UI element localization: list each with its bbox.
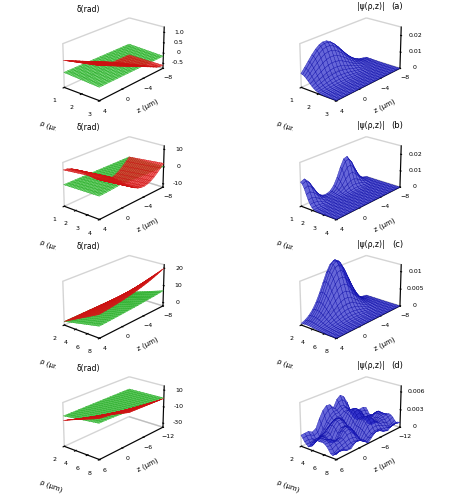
- Text: δ(rad): δ(rad): [76, 123, 100, 133]
- Y-axis label: z (μm): z (μm): [137, 98, 159, 114]
- Text: |ψ(ρ,z)|: |ψ(ρ,z)|: [356, 361, 384, 370]
- Text: (c): (c): [392, 240, 403, 249]
- X-axis label: ρ (μm): ρ (μm): [276, 479, 300, 494]
- X-axis label: ρ (μm): ρ (μm): [39, 358, 63, 372]
- Text: |ψ(ρ,z)|: |ψ(ρ,z)|: [356, 240, 384, 249]
- X-axis label: ρ (μm): ρ (μm): [39, 479, 63, 494]
- X-axis label: ρ (μm): ρ (μm): [39, 120, 63, 135]
- Text: (b): (b): [391, 121, 403, 130]
- Text: δ(rad): δ(rad): [76, 242, 100, 251]
- Y-axis label: z (μm): z (μm): [374, 217, 396, 233]
- Text: (d): (d): [391, 361, 403, 370]
- Text: δ(rad): δ(rad): [76, 4, 100, 14]
- Text: (a): (a): [392, 2, 403, 11]
- X-axis label: ρ (μm): ρ (μm): [276, 120, 300, 135]
- Text: δ(rad): δ(rad): [76, 363, 100, 373]
- Y-axis label: z (μm): z (μm): [137, 336, 159, 352]
- X-axis label: ρ (μm): ρ (μm): [276, 358, 300, 372]
- X-axis label: ρ (μm): ρ (μm): [276, 239, 300, 253]
- Text: |ψ(ρ,z)|: |ψ(ρ,z)|: [356, 121, 384, 130]
- Y-axis label: z (μm): z (μm): [137, 217, 159, 233]
- Y-axis label: z (μm): z (μm): [374, 336, 396, 352]
- X-axis label: ρ (μm): ρ (μm): [39, 239, 63, 253]
- Text: |ψ(ρ,z)|: |ψ(ρ,z)|: [356, 2, 384, 11]
- Y-axis label: z (μm): z (μm): [374, 98, 396, 114]
- Y-axis label: z (μm): z (μm): [137, 457, 159, 473]
- Y-axis label: z (μm): z (μm): [374, 457, 396, 473]
